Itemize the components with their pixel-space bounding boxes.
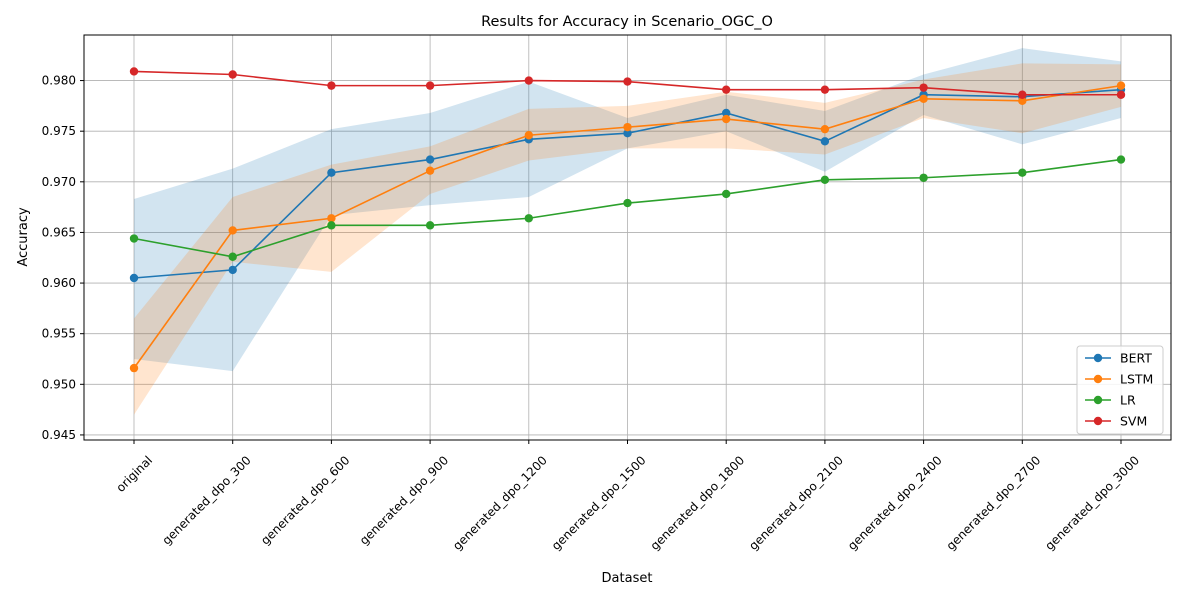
legend: BERT LSTM LR SVM: [1076, 345, 1164, 435]
y-tick-label: 0.950: [42, 377, 76, 391]
y-tick-label: 0.945: [42, 428, 76, 442]
data-point-lr: [820, 175, 830, 184]
data-point-bert: [425, 155, 435, 164]
data-point-bert: [623, 129, 632, 138]
data-point-svm: [228, 70, 237, 79]
data-point-bert: [820, 137, 830, 146]
y-tick-label: 0.970: [42, 175, 76, 189]
legend-label: BERT: [1120, 351, 1152, 366]
data-point-lstm: [524, 131, 533, 140]
data-point-bert: [228, 265, 237, 275]
data-point-lr: [425, 221, 435, 230]
legend-box: [1076, 345, 1164, 435]
data-point-lstm: [129, 363, 139, 373]
y-tick-label: 0.980: [42, 74, 76, 88]
data-point-svm: [1018, 90, 1027, 99]
legend-swatch-marker: [1093, 353, 1103, 363]
y-axis-ticks: 0.945 0.950 0.955 0.960 0.965 0.970 0.975 0.980: [42, 74, 84, 442]
y-tick-label: 0.960: [42, 276, 76, 290]
data-point-svm: [722, 85, 731, 94]
y-axis-title: Accuracy: [16, 207, 31, 267]
data-point-lr: [623, 198, 632, 208]
data-point-lstm: [327, 214, 336, 223]
data-point-lr: [129, 234, 139, 243]
data-point-svm: [919, 83, 928, 92]
data-point-svm: [129, 67, 139, 76]
data-point-svm: [425, 81, 435, 90]
data-point-lr: [228, 252, 237, 261]
data-point-lr: [1018, 168, 1027, 177]
data-point-bert: [327, 168, 336, 177]
y-tick-label: 0.975: [42, 124, 76, 138]
data-point-lstm: [1018, 96, 1027, 106]
y-tick-label: 0.965: [42, 225, 76, 239]
data-point-lstm: [228, 226, 237, 235]
data-point-svm: [327, 81, 336, 90]
legend-swatch-marker: [1093, 395, 1103, 405]
data-point-lr: [327, 221, 336, 230]
data-point-lr: [919, 173, 928, 182]
data-point-bert: [129, 273, 139, 283]
data-point-lstm: [425, 166, 435, 175]
legend-label: SVM: [1120, 414, 1147, 429]
legend-label: LR: [1120, 393, 1136, 408]
data-point-lstm: [1116, 81, 1126, 90]
confidence-band-bert: [134, 48, 1121, 372]
data-point-lstm: [623, 122, 632, 132]
data-point-lr: [524, 214, 533, 223]
series-points: [129, 67, 1126, 373]
data-point-bert: [722, 108, 731, 118]
chart-title: Results for Accuracy in Scenario_OGC_O: [481, 14, 773, 30]
data-point-lr: [722, 189, 731, 199]
y-tick-label: 0.955: [42, 327, 76, 341]
data-point-svm: [820, 85, 830, 94]
legend-swatch-marker: [1093, 416, 1103, 426]
data-point-svm: [1116, 90, 1126, 99]
legend-label: LSTM: [1120, 372, 1153, 387]
data-point-svm: [524, 76, 533, 85]
x-axis-title: Dataset: [602, 571, 653, 586]
data-point-svm: [623, 77, 632, 86]
data-point-lstm: [919, 94, 928, 103]
data-point-lr: [1116, 155, 1126, 164]
data-point-lstm: [820, 124, 830, 134]
legend-swatch-marker: [1093, 374, 1103, 384]
data-point-lstm: [722, 114, 731, 124]
